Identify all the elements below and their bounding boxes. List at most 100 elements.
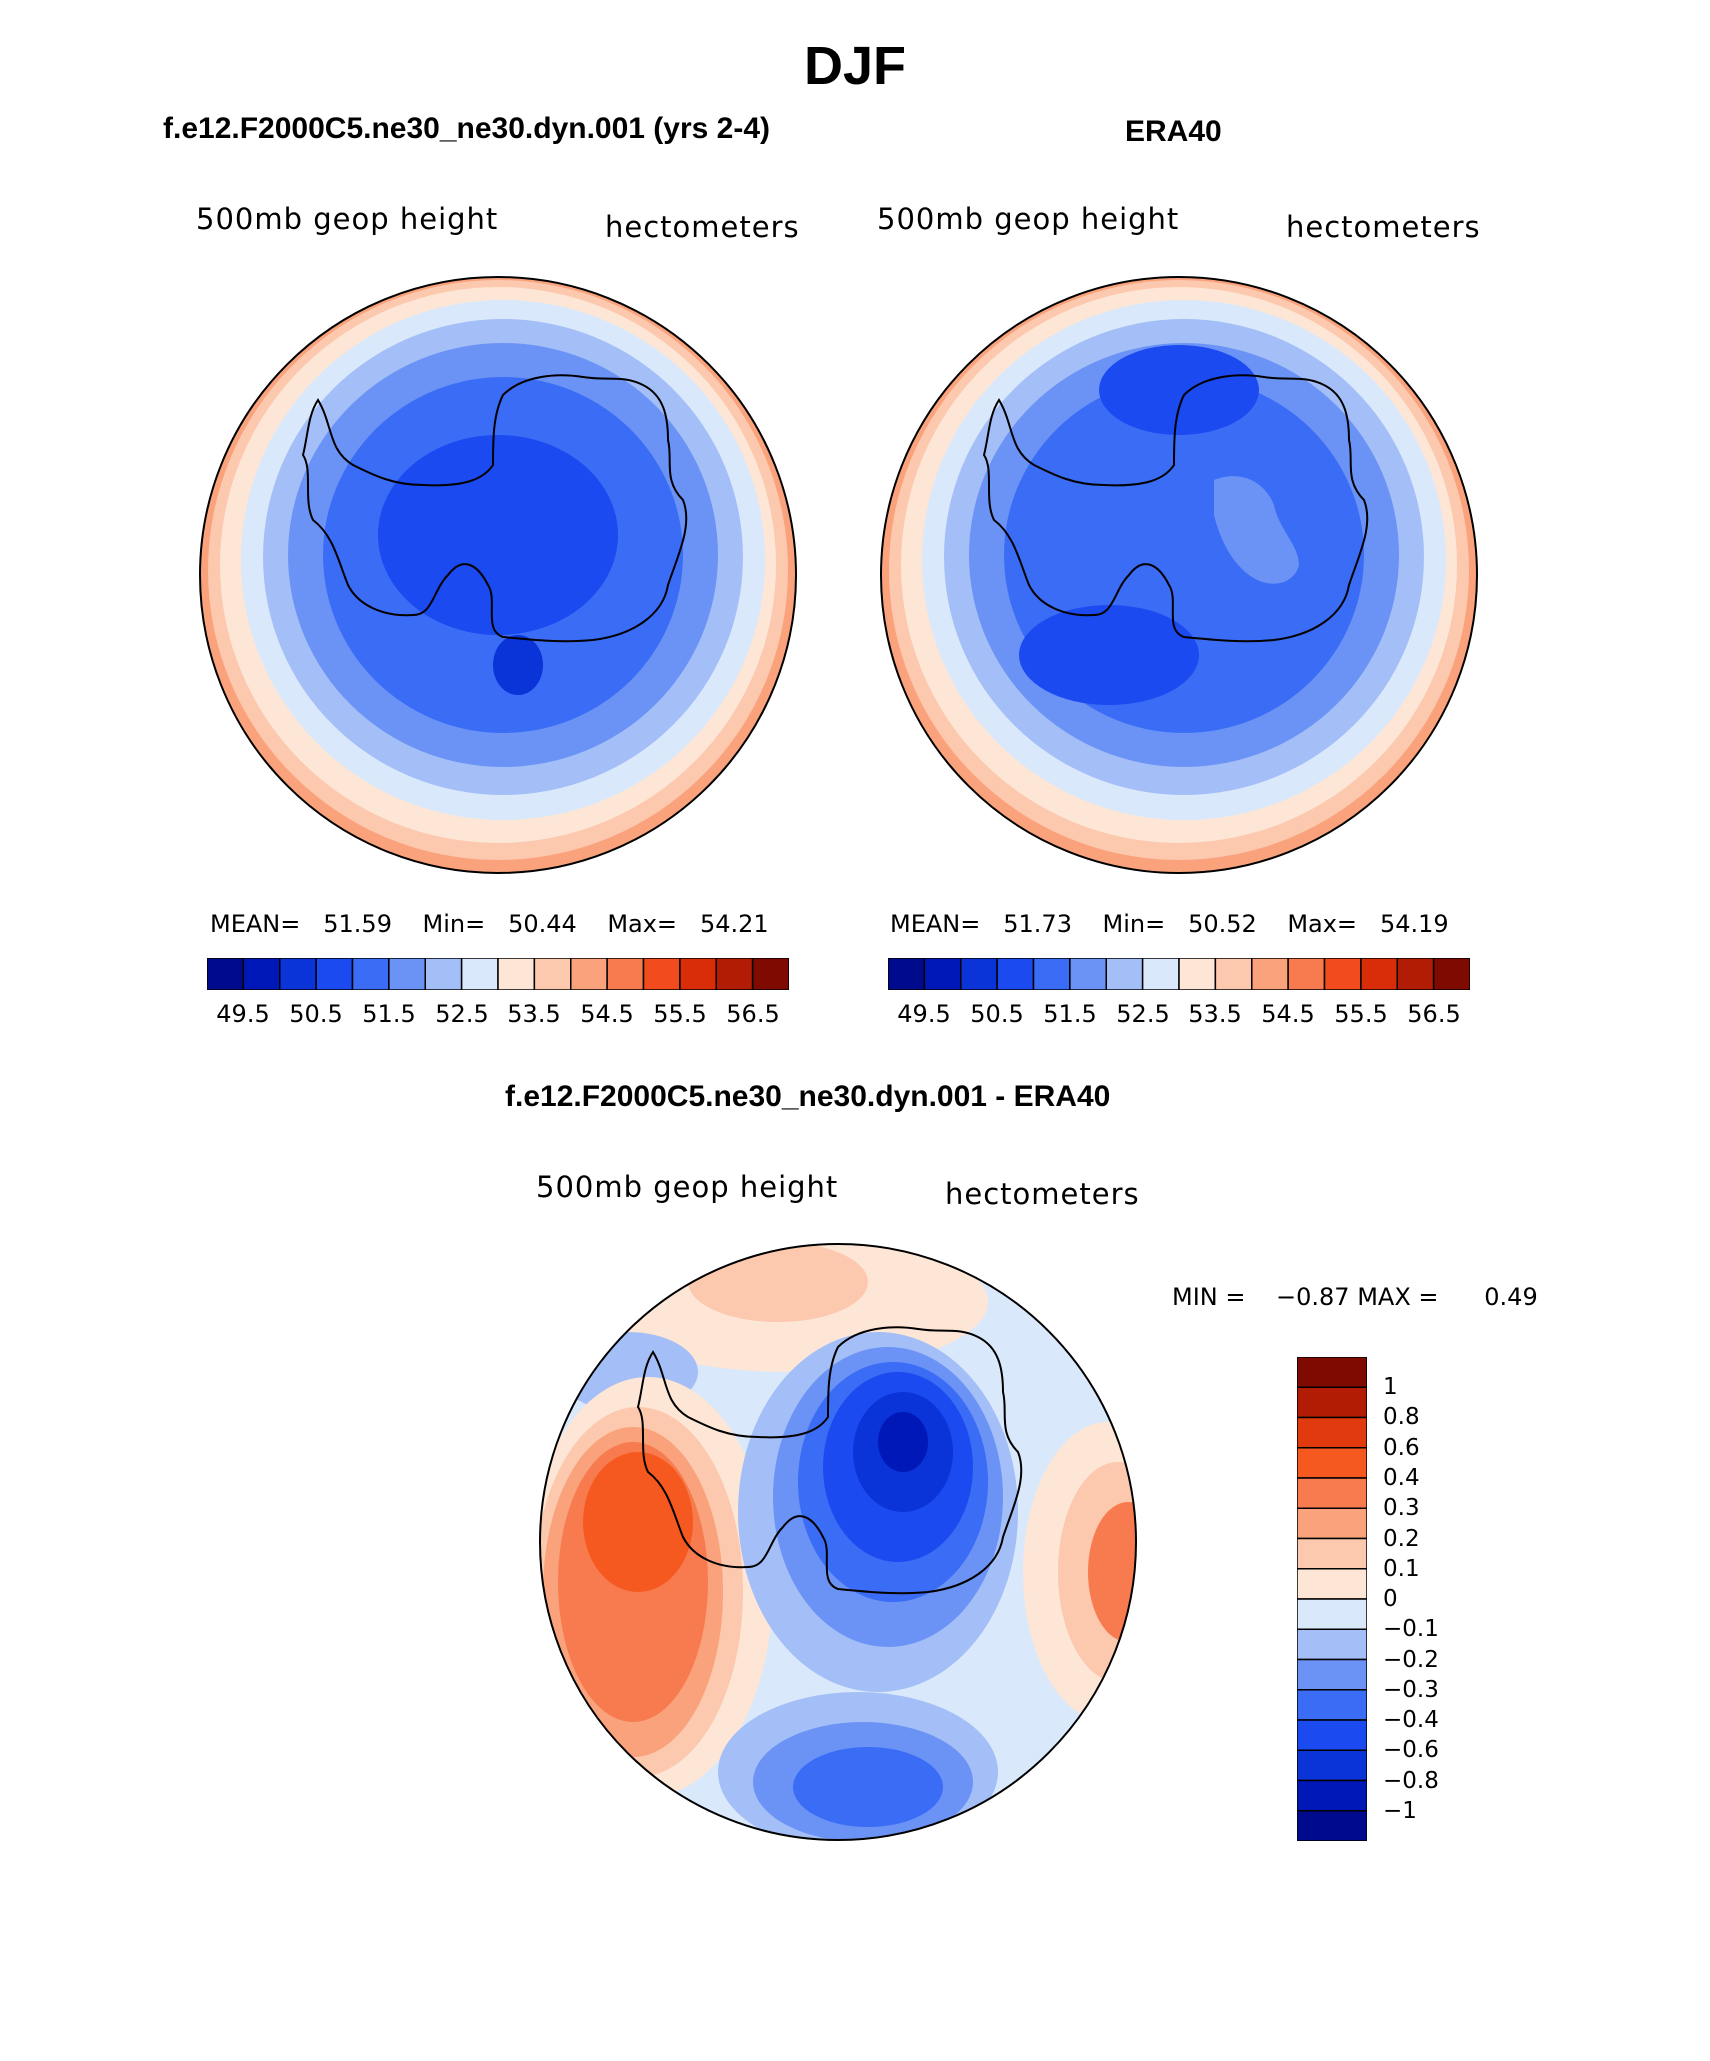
diff-tick-label: 1 xyxy=(1383,1374,1398,1400)
diff-colorbar-swatch xyxy=(1297,1689,1367,1721)
colorbar-swatch xyxy=(679,958,717,990)
obs-contour-high-interior xyxy=(1214,476,1299,584)
diff-map xyxy=(539,1243,1137,1841)
colorbar-swatch xyxy=(996,958,1035,990)
diff-max-value: 0.49 xyxy=(1484,1283,1538,1311)
diff-tick-label: −0.3 xyxy=(1383,1677,1439,1703)
colorbar-swatch xyxy=(279,958,317,990)
diff-colorbar-swatch xyxy=(1297,1477,1367,1509)
obs-min-value: 50.52 xyxy=(1188,910,1257,938)
diff-colorbar-swatch xyxy=(1297,1357,1367,1388)
diff-max-label: MAX = xyxy=(1357,1283,1439,1311)
colorbar-swatch xyxy=(1396,958,1435,990)
obs-tick-label: 56.5 xyxy=(1407,1000,1461,1028)
model-tick-label: 51.5 xyxy=(362,1000,416,1028)
model-contour-low xyxy=(493,635,543,695)
diff-contour-0.4-east xyxy=(1088,1502,1136,1642)
obs-panel-title: ERA40 xyxy=(1125,115,1222,148)
model-units-label: hectometers xyxy=(605,210,800,244)
colorbar-swatch xyxy=(1032,958,1071,990)
colorbar-swatch xyxy=(1178,958,1217,990)
diff-tick-label: −0.8 xyxy=(1383,1768,1439,1794)
obs-variable-label: 500mb geop height xyxy=(877,202,1180,236)
colorbar-swatch xyxy=(606,958,645,990)
diff-tick-label: −0.1 xyxy=(1383,1616,1439,1642)
model-tick-label: 54.5 xyxy=(580,1000,634,1028)
colorbar-swatch xyxy=(923,958,962,990)
model-tick-label: 49.5 xyxy=(216,1000,270,1028)
diff-colorbar-swatch xyxy=(1297,1507,1367,1540)
obs-tick-label: 51.5 xyxy=(1043,1000,1097,1028)
model-panel-title: f.e12.F2000C5.ne30_ne30.dyn.001 (yrs 2-4… xyxy=(163,112,771,145)
diff-tick-label: −1 xyxy=(1383,1798,1417,1824)
colorbar-swatch xyxy=(388,958,426,990)
diff-colorbar-swatch xyxy=(1297,1568,1367,1600)
diff-colorbar-swatch xyxy=(1297,1658,1367,1691)
colorbar-swatch xyxy=(1214,958,1253,990)
diff-min-label: MIN = xyxy=(1172,1283,1246,1311)
obs-colorbar-ticks: 49.5 50.5 51.5 52.5 53.5 54.5 55.5 56.5 xyxy=(888,1000,1470,1030)
obs-units-label: hectometers xyxy=(1286,210,1481,244)
colorbar-swatch xyxy=(1287,958,1326,990)
diff-tick-label: 0.8 xyxy=(1383,1404,1420,1430)
diff-colorbar-swatch xyxy=(1297,1810,1367,1841)
colorbar-swatch xyxy=(751,958,789,990)
obs-max-value: 54.19 xyxy=(1379,910,1449,938)
colorbar-swatch xyxy=(242,958,281,990)
diff-tick-label: 0 xyxy=(1383,1586,1398,1612)
diff-colorbar-swatch xyxy=(1297,1416,1367,1449)
diff-contour-neg1-center xyxy=(878,1412,928,1472)
colorbar-swatch xyxy=(1323,958,1362,990)
colorbar-swatch xyxy=(1141,958,1180,990)
diff-colorbar xyxy=(1297,1357,1367,1841)
model-tick-label: 55.5 xyxy=(653,1000,707,1028)
obs-tick-label: 53.5 xyxy=(1188,1000,1242,1028)
diff-tick-label: −0.4 xyxy=(1383,1707,1439,1733)
model-tick-label: 56.5 xyxy=(726,1000,780,1028)
colorbar-swatch xyxy=(1105,958,1144,990)
model-max-value: 54.21 xyxy=(699,910,769,938)
diff-tick-label: 0.2 xyxy=(1383,1526,1420,1552)
diff-tick-label: −0.2 xyxy=(1383,1647,1439,1673)
model-tick-label: 53.5 xyxy=(507,1000,561,1028)
diff-colorbar-swatch xyxy=(1297,1598,1367,1630)
obs-tick-label: 54.5 xyxy=(1261,1000,1315,1028)
obs-max-label: Max= xyxy=(1287,910,1358,938)
diff-colorbar-swatch xyxy=(1297,1537,1367,1570)
diff-colorbar-swatch xyxy=(1297,1447,1367,1479)
diff-contour-0.5-west xyxy=(583,1452,693,1592)
model-min-label: Min= xyxy=(422,910,486,938)
diff-contour-neg0.4-south xyxy=(793,1747,943,1827)
model-colorbar-ticks: 49.5 50.5 51.5 52.5 53.5 54.5 55.5 56.5 xyxy=(207,1000,789,1030)
colorbar-swatch xyxy=(1069,958,1107,990)
diff-tick-label: 0.6 xyxy=(1383,1435,1420,1461)
colorbar-swatch xyxy=(1360,958,1398,990)
model-mean-label: MEAN= xyxy=(210,910,301,938)
obs-contour-low-south xyxy=(1019,605,1199,705)
model-min-value: 50.44 xyxy=(508,910,577,938)
colorbar-swatch xyxy=(533,958,572,990)
diff-tick-label: 0.3 xyxy=(1383,1495,1420,1521)
colorbar-swatch xyxy=(351,958,390,990)
diff-colorbar-swatch xyxy=(1297,1386,1367,1419)
diff-tick-label: 0.4 xyxy=(1383,1465,1420,1491)
model-tick-label: 50.5 xyxy=(289,1000,343,1028)
obs-min-label: Min= xyxy=(1102,910,1166,938)
diff-colorbar-swatch xyxy=(1297,1719,1367,1751)
obs-tick-label: 52.5 xyxy=(1116,1000,1170,1028)
colorbar-swatch xyxy=(207,958,245,990)
model-max-label: Max= xyxy=(607,910,678,938)
obs-contour-low-north xyxy=(1099,345,1259,435)
obs-tick-label: 50.5 xyxy=(970,1000,1024,1028)
diff-variable-label: 500mb geop height xyxy=(536,1170,839,1204)
diff-colorbar-swatch xyxy=(1297,1779,1367,1812)
model-map xyxy=(199,276,797,874)
model-mean-value: 51.59 xyxy=(323,910,392,938)
obs-tick-label: 55.5 xyxy=(1334,1000,1388,1028)
obs-colorbar xyxy=(888,958,1470,990)
colorbar-swatch xyxy=(424,958,463,990)
colorbar-swatch xyxy=(460,958,499,990)
model-variable-label: 500mb geop height xyxy=(196,202,499,236)
obs-map xyxy=(880,276,1478,874)
diff-contour-0.2-north xyxy=(688,1244,868,1322)
